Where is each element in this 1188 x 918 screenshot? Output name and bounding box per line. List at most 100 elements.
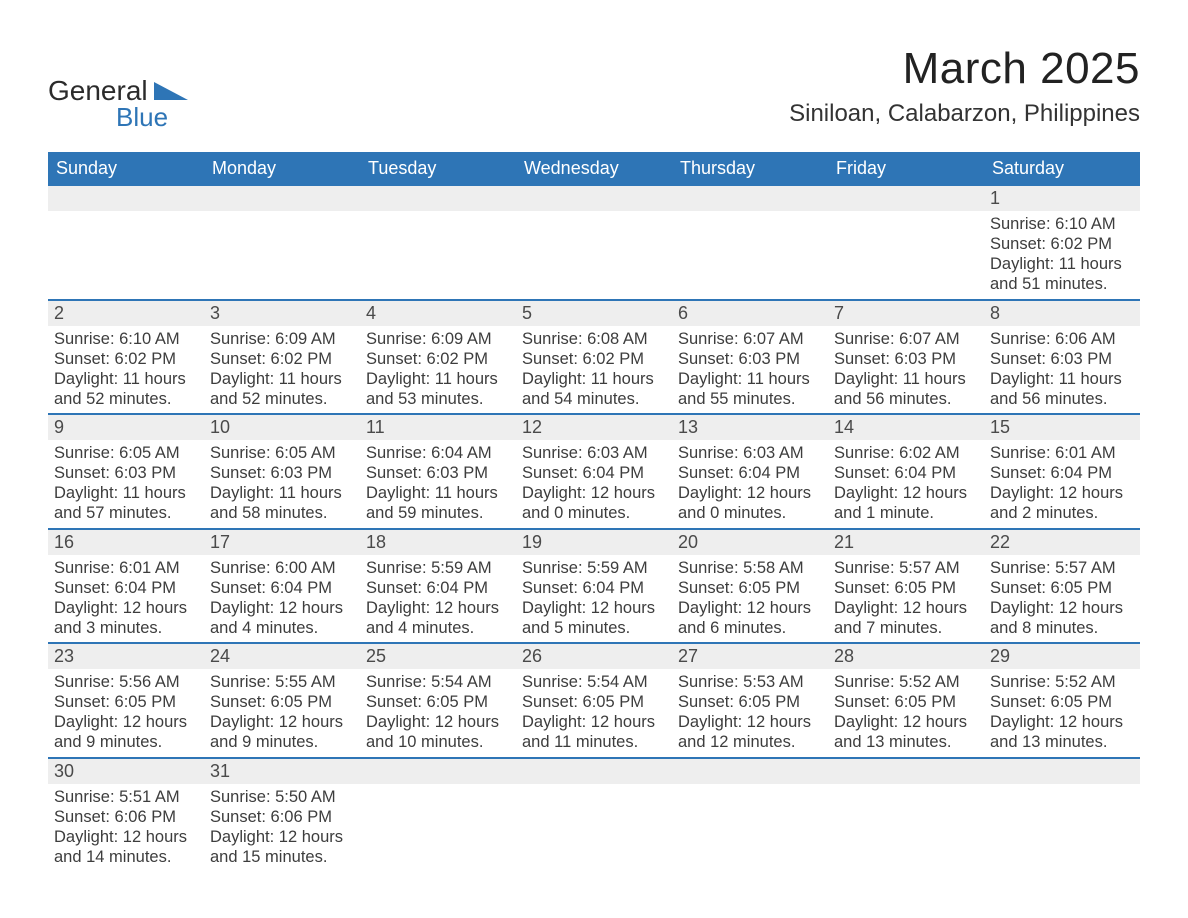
day-details-row: Sunrise: 6:10 AM Sunset: 6:02 PM Dayligh… <box>48 211 1140 300</box>
daylight-text: Daylight: 12 hours <box>834 712 978 732</box>
sunrise-text: Sunrise: 5:52 AM <box>834 672 978 692</box>
day-number: 25 <box>360 643 516 669</box>
sunrise-text: Sunrise: 5:59 AM <box>522 558 666 578</box>
sunset-text: Sunset: 6:05 PM <box>678 578 822 598</box>
day-number <box>48 186 204 211</box>
day-number: 12 <box>516 414 672 440</box>
day-cell: Sunrise: 5:54 AMSunset: 6:05 PMDaylight:… <box>360 669 516 758</box>
daylight-text: Daylight: 12 hours <box>522 712 666 732</box>
daylight-text: and 1 minute. <box>834 503 978 523</box>
day-cell: Sunrise: 6:00 AMSunset: 6:04 PMDaylight:… <box>204 555 360 644</box>
day-number: 3 <box>204 300 360 326</box>
sunrise-text: Sunrise: 5:55 AM <box>210 672 354 692</box>
day-number: 18 <box>360 529 516 555</box>
calendar-page: General Blue March 2025 Siniloan, Calaba… <box>0 0 1188 918</box>
sunrise-text: Sunrise: 6:06 AM <box>990 329 1134 349</box>
daylight-text: Daylight: 12 hours <box>678 483 822 503</box>
day-number: 31 <box>204 758 360 784</box>
sunrise-text: Sunrise: 6:07 AM <box>834 329 978 349</box>
sunset-text: Sunset: 6:05 PM <box>366 692 510 712</box>
daylight-text: and 0 minutes. <box>678 503 822 523</box>
sunset-text: Sunset: 6:02 PM <box>210 349 354 369</box>
day-details-row: Sunrise: 5:51 AMSunset: 6:06 PMDaylight:… <box>48 784 1140 872</box>
day-cell-empty <box>516 784 672 872</box>
daylight-text: and 15 minutes. <box>210 847 354 867</box>
calendar-table: Sunday Monday Tuesday Wednesday Thursday… <box>48 152 1140 871</box>
sunset-text: Sunset: 6:03 PM <box>366 463 510 483</box>
day-number: 27 <box>672 643 828 669</box>
day-number: 4 <box>360 300 516 326</box>
sunrise-text: Sunrise: 6:03 AM <box>522 443 666 463</box>
month-title: March 2025 <box>789 44 1140 94</box>
day-cell: Sunrise: 5:59 AMSunset: 6:04 PMDaylight:… <box>360 555 516 644</box>
daylight-text: Daylight: 12 hours <box>54 827 198 847</box>
day-cell-empty <box>48 211 204 300</box>
day-number <box>204 186 360 211</box>
daylight-text: Daylight: 12 hours <box>990 483 1134 503</box>
day-number: 29 <box>984 643 1140 669</box>
day-cell: Sunrise: 6:03 AMSunset: 6:04 PMDaylight:… <box>516 440 672 529</box>
daylight-text: and 8 minutes. <box>990 618 1134 638</box>
day-number <box>360 758 516 784</box>
brand-logo: General Blue <box>48 44 198 138</box>
day-number <box>984 758 1140 784</box>
daylight-text: Daylight: 12 hours <box>210 827 354 847</box>
daylight-text: Daylight: 12 hours <box>54 712 198 732</box>
daylight-text: and 4 minutes. <box>366 618 510 638</box>
daylight-text: and 2 minutes. <box>990 503 1134 523</box>
sunset-text: Sunset: 6:03 PM <box>210 463 354 483</box>
day-cell-empty <box>672 211 828 300</box>
weekday-header: Tuesday <box>360 152 516 186</box>
sunrise-text: Sunrise: 6:05 AM <box>54 443 198 463</box>
daylight-text: Daylight: 11 hours <box>366 483 510 503</box>
sunset-text: Sunset: 6:02 PM <box>366 349 510 369</box>
day-cell: Sunrise: 6:09 AMSunset: 6:02 PMDaylight:… <box>204 326 360 415</box>
daylight-text: and 53 minutes. <box>366 389 510 409</box>
sunrise-text: Sunrise: 5:57 AM <box>834 558 978 578</box>
sunset-text: Sunset: 6:06 PM <box>54 807 198 827</box>
sunrise-text: Sunrise: 6:07 AM <box>678 329 822 349</box>
daylight-text: Daylight: 11 hours <box>678 369 822 389</box>
day-number: 30 <box>48 758 204 784</box>
weekday-header: Monday <box>204 152 360 186</box>
daylight-text: and 9 minutes. <box>210 732 354 752</box>
weekday-header: Saturday <box>984 152 1140 186</box>
sunset-text: Sunset: 6:05 PM <box>54 692 198 712</box>
sunrise-text: Sunrise: 6:09 AM <box>210 329 354 349</box>
day-number: 14 <box>828 414 984 440</box>
day-number: 13 <box>672 414 828 440</box>
day-number: 22 <box>984 529 1140 555</box>
day-cell-empty <box>984 784 1140 872</box>
sunset-text: Sunset: 6:03 PM <box>54 463 198 483</box>
day-number: 16 <box>48 529 204 555</box>
day-cell: Sunrise: 6:10 AMSunset: 6:02 PMDaylight:… <box>48 326 204 415</box>
daylight-text: and 14 minutes. <box>54 847 198 867</box>
daylight-text: and 12 minutes. <box>678 732 822 752</box>
daylight-text: and 6 minutes. <box>678 618 822 638</box>
sunrise-text: Sunrise: 6:01 AM <box>990 443 1134 463</box>
day-cell-empty <box>828 784 984 872</box>
day-number <box>672 758 828 784</box>
day-number-row: 23 24 25 26 27 28 29 <box>48 643 1140 669</box>
day-number: 7 <box>828 300 984 326</box>
sunrise-text: Sunrise: 5:52 AM <box>990 672 1134 692</box>
sunrise-text: Sunrise: 6:03 AM <box>678 443 822 463</box>
day-number: 11 <box>360 414 516 440</box>
sunrise-text: Sunrise: 5:54 AM <box>366 672 510 692</box>
sunrise-text: Sunrise: 5:58 AM <box>678 558 822 578</box>
day-number <box>828 758 984 784</box>
day-details-row: Sunrise: 5:56 AMSunset: 6:05 PMDaylight:… <box>48 669 1140 758</box>
brand-sail-icon <box>154 82 188 100</box>
sunset-text: Sunset: 6:05 PM <box>522 692 666 712</box>
sunrise-text: Sunrise: 5:54 AM <box>522 672 666 692</box>
daylight-text: Daylight: 12 hours <box>834 598 978 618</box>
daylight-text: Daylight: 12 hours <box>54 598 198 618</box>
daylight-text: and 9 minutes. <box>54 732 198 752</box>
day-cell: Sunrise: 5:55 AMSunset: 6:05 PMDaylight:… <box>204 669 360 758</box>
daylight-text: and 56 minutes. <box>990 389 1134 409</box>
daylight-text: and 13 minutes. <box>834 732 978 752</box>
day-cell: Sunrise: 5:52 AMSunset: 6:05 PMDaylight:… <box>984 669 1140 758</box>
day-number: 26 <box>516 643 672 669</box>
daylight-text: and 13 minutes. <box>990 732 1134 752</box>
daylight-text: Daylight: 12 hours <box>990 712 1134 732</box>
